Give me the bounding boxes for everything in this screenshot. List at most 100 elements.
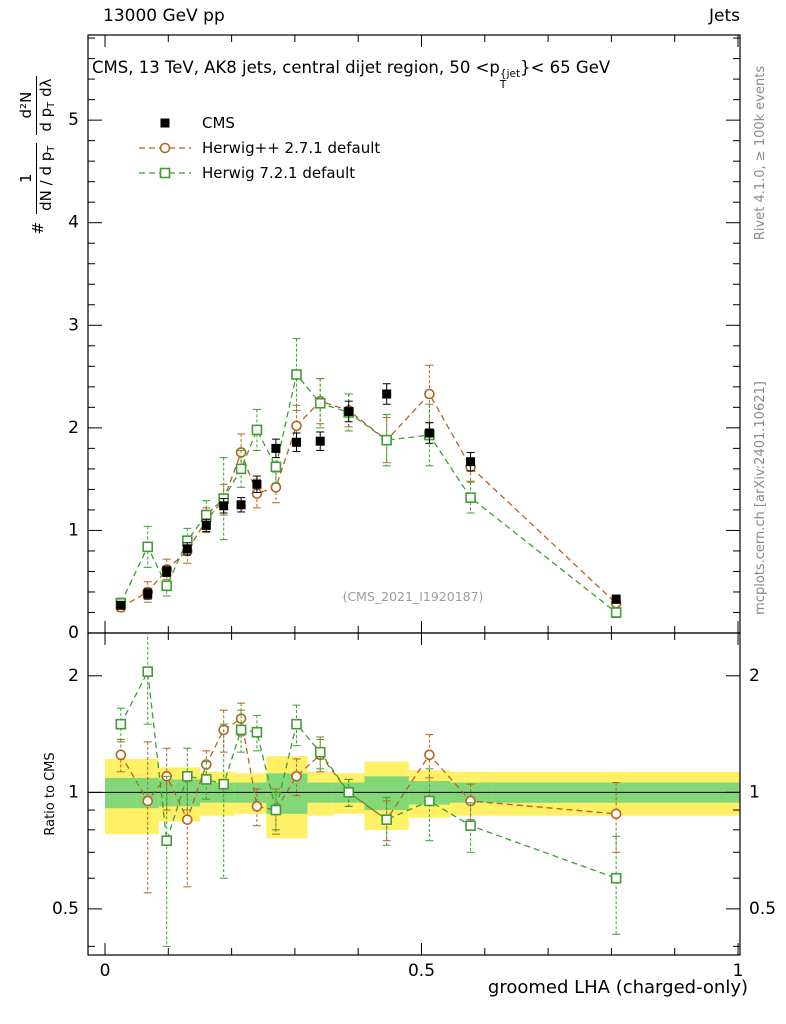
analysis-group-label: Jets [709, 6, 740, 26]
ratio-y-tick-label-right: 2 [749, 666, 760, 686]
marker-filled-square [271, 443, 281, 453]
ratio-y-axis-label: Ratio to CMS [43, 752, 58, 836]
legend: CMS Herwig++ 2.7.1 default Herwig 7.2.1 de… [137, 110, 380, 185]
marker-open-square [291, 369, 302, 380]
marker-filled-square [466, 457, 476, 467]
marker-open-circle [159, 142, 171, 153]
marker-open-square [181, 771, 193, 782]
series-herwigpp-main [115, 364, 622, 613]
ylabel-frac1-den-sub: T [46, 145, 58, 152]
marker-open-square [251, 424, 263, 436]
data-series [115, 338, 622, 947]
axis-tick-labels: 0 1 2 3 4 5 0.5 0.5 1 1 2 2 0 0.5 1 [52, 110, 776, 981]
marker-open-circle [115, 749, 127, 761]
marker-open-square [291, 718, 302, 730]
ylabel-frac1-den: dN / d pT [36, 142, 59, 214]
marker-filled-square [236, 500, 246, 510]
ratio-y-tick-label-left: 2 [68, 666, 79, 686]
marker-open-circle [291, 771, 302, 782]
ratio-y-tick-label-left: 0.5 [52, 899, 79, 919]
marker-filled-square [344, 406, 354, 416]
series-herwig7-main [115, 338, 622, 619]
ratio-y-tick-label-right: 0.5 [749, 899, 776, 919]
plot-title-text: CMS, 13 TeV, AK8 jets, central dijet reg… [92, 58, 500, 77]
marker-open-square [218, 778, 229, 790]
series-cms-main [116, 383, 621, 610]
legend-label: Herwig++ 2.7.1 default [202, 138, 381, 157]
ylabel-frac2-den: d pT dλ [36, 75, 59, 135]
marker-filled-square [201, 520, 211, 530]
marker-filled-square [291, 437, 301, 447]
marker-open-square [142, 541, 154, 553]
x-axis-tick-label: 0.5 [408, 961, 435, 981]
main-y-tick-label: 2 [68, 418, 79, 438]
ratio-y-tick-label-right: 1 [749, 782, 760, 802]
marker-filled-square [116, 600, 126, 610]
marker-filled-square [611, 594, 621, 604]
marker-filled-square [382, 389, 392, 399]
main-y-tick-label: 5 [68, 110, 79, 130]
pt-jet-supsub: {jet T [500, 69, 520, 90]
legend-item-herwigpp: Herwig++ 2.7.1 default [137, 135, 380, 160]
marker-open-square [314, 746, 326, 758]
marker-filled-square [252, 479, 262, 489]
ylabel-frac1-den-text: dN / d p [37, 151, 56, 211]
ylabel-fraction-norm: 1 dN / d pT [17, 142, 59, 214]
green-band-bin [105, 777, 137, 809]
legend-marker-filled-square [160, 118, 170, 127]
main-y-tick-label: 4 [68, 213, 79, 233]
marker-open-circle [610, 808, 622, 820]
main-y-tick-label: 0 [68, 623, 79, 643]
marker-open-square [381, 814, 392, 825]
ylabel-frac2-den-text: d p [37, 107, 56, 132]
analysis-id-watermark: (CMS_2021_I1920187) [342, 589, 484, 604]
marker-open-square [610, 607, 622, 618]
ylabel-frac2-num: d²N [17, 91, 36, 119]
marker-open-square [314, 397, 326, 409]
marker-open-circle [291, 420, 302, 432]
green-band-bin [285, 773, 308, 814]
legend-label: Herwig 7.2.1 default [202, 163, 356, 182]
marker-open-circle [270, 482, 282, 493]
marker-open-square [381, 434, 392, 446]
marker-open-square [200, 774, 212, 785]
main-y-tick-label: 1 [68, 520, 79, 540]
main-y-axis-label: # 1 dN / d pT d²N d pT dλ [14, 31, 62, 279]
marker-filled-square [315, 436, 325, 446]
marker-filled-square [182, 544, 192, 554]
marker-filled-square [219, 501, 229, 511]
legend-label: CMS [202, 113, 235, 132]
marker-filled-square [160, 118, 170, 127]
marker-open-circle [181, 814, 193, 825]
legend-marker-open-square [139, 167, 191, 178]
ratio-uncertainty-bands [105, 756, 740, 839]
plot-frames [87, 34, 741, 956]
marker-open-square [200, 509, 212, 521]
marker-open-square [251, 726, 263, 738]
marker-open-circle [424, 388, 435, 400]
beam-energy-label: 13000 GeV pp [103, 6, 225, 26]
plot-title-tail: }< 65 GeV [520, 58, 611, 77]
x-axis-tick-label: 1 [733, 961, 744, 981]
marker-open-circle [251, 801, 263, 812]
plot-title: CMS, 13 TeV, AK8 jets, central dijet reg… [92, 58, 610, 90]
marker-open-square [610, 872, 622, 884]
rivet-version-note: Rivet 4.1.0, ≥ 100k events [753, 65, 768, 241]
legend-marker-open-circle [139, 142, 191, 153]
marker-open-square [159, 167, 171, 178]
mcplots-attribution-note: mcplots.cern.ch [arXiv:2401.10621] [753, 381, 768, 615]
marker-open-circle [142, 795, 154, 807]
marker-open-square [142, 666, 154, 677]
ylabel-fraction-density: d²N d pT dλ [17, 75, 59, 135]
legend-item-herwig7: Herwig 7.2.1 default [137, 160, 380, 185]
marker-filled-square [162, 566, 172, 576]
marker-open-circle [424, 749, 435, 761]
marker-open-square [235, 724, 247, 736]
x-axis-title: groomed LHA (charged-only) [487, 977, 748, 998]
legend-item-cms: CMS [137, 110, 380, 135]
ylabel-hash: # [29, 221, 47, 235]
marker-open-square [235, 463, 247, 475]
marker-open-square [270, 461, 282, 473]
marker-open-square [115, 718, 127, 730]
